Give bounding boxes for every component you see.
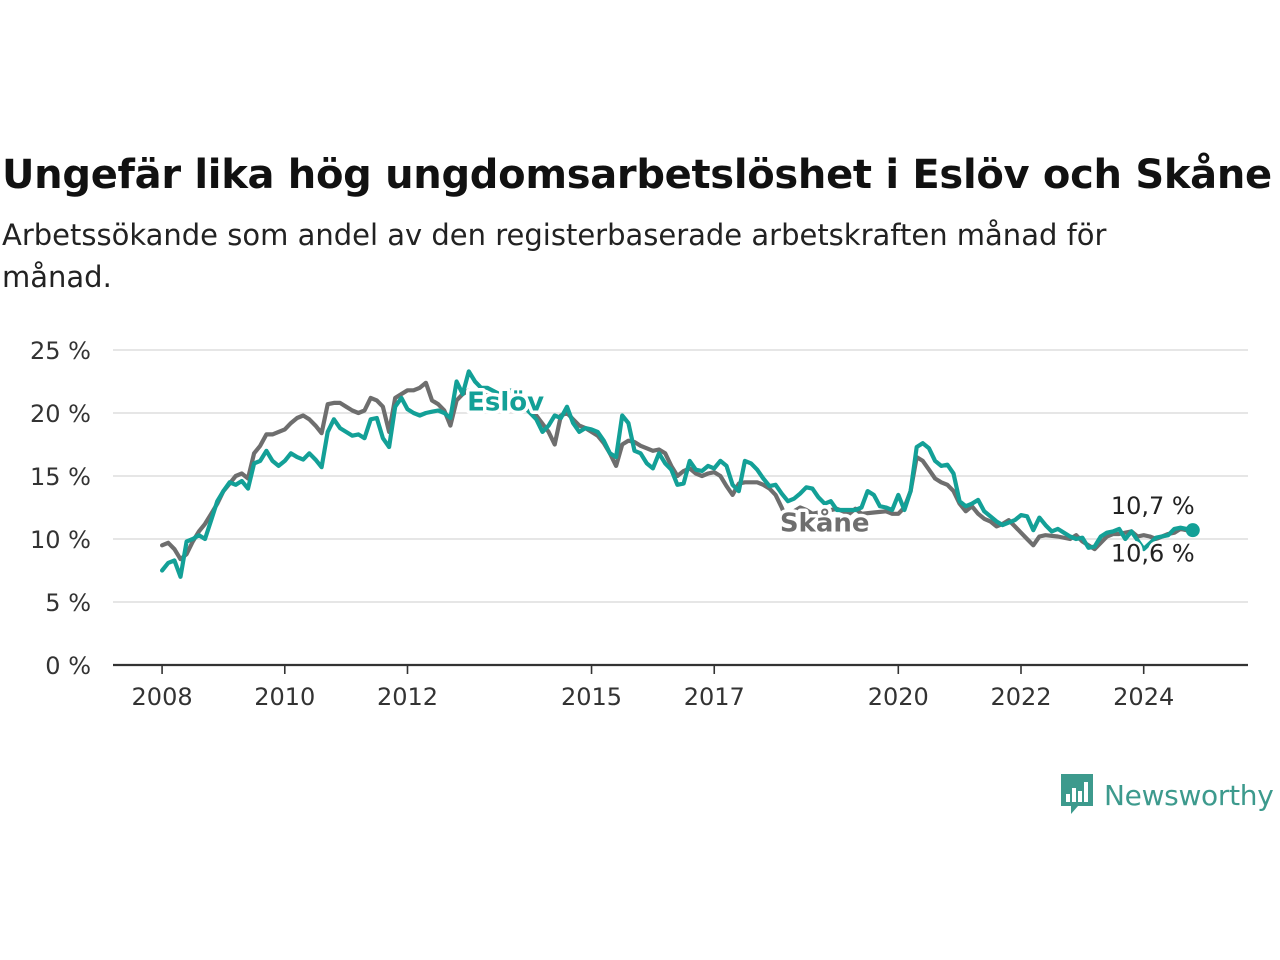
series-name-label: Skåne — [780, 506, 870, 538]
line-chart: 0 %5 %10 %15 %20 %25 % 2008 2010 2012 2015 2… — [30, 337, 1248, 711]
x-tick-label: 2012 — [377, 683, 438, 711]
chart-title: Ungefär lika hög ungdomsarbetslöshet i E… — [2, 152, 1272, 198]
series-name-label: Eslöv — [467, 387, 544, 417]
end-value-label: 10,7 % — [1111, 492, 1195, 520]
grid-lines — [113, 349, 1248, 667]
x-tick-label: 2017 — [684, 683, 745, 711]
x-tick-label: 2008 — [132, 683, 193, 711]
y-tick-label: 0 % — [45, 652, 91, 680]
series-line-eslv — [160, 369, 1195, 579]
y-tick-label: 20 % — [30, 400, 91, 428]
end-value-halo: 10,6 % — [1111, 539, 1195, 567]
y-tick-label: 25 % — [30, 337, 91, 365]
y-tick-label: 5 % — [45, 589, 91, 617]
end-value-label: 10,6 % — [1111, 539, 1195, 567]
y-axis-ticks: 0 % 5 % 10 % 15 % 20 % 25 % — [30, 337, 91, 680]
y-tick-label: 10 % — [30, 526, 91, 554]
brand-name: Newsworthy — [1104, 778, 1274, 812]
series-name-halo: Skåne — [780, 506, 870, 538]
x-tick-label: 2010 — [254, 683, 315, 711]
x-tick-label: 2024 — [1113, 683, 1174, 711]
newsworthy-logo-icon — [1061, 774, 1093, 814]
brand-logo: Newsworthy — [1058, 772, 1274, 818]
series-name-halo: Eslöv — [467, 387, 544, 417]
y-tick-label: 15 % — [30, 463, 91, 491]
end-point-marker — [1185, 523, 1200, 538]
x-tick-label: 2022 — [990, 683, 1051, 711]
series-line-skne — [160, 380, 1195, 562]
series-lines — [160, 369, 1200, 579]
x-tick-label: 2020 — [868, 683, 929, 711]
chart-subtitle: Arbetssökande som andel av den registerb… — [2, 218, 1107, 294]
x-tick-label: 2015 — [561, 683, 622, 711]
x-axis-ticks: 2008 2010 2012 2015 2017 2020 2022 2024 — [132, 665, 1174, 711]
